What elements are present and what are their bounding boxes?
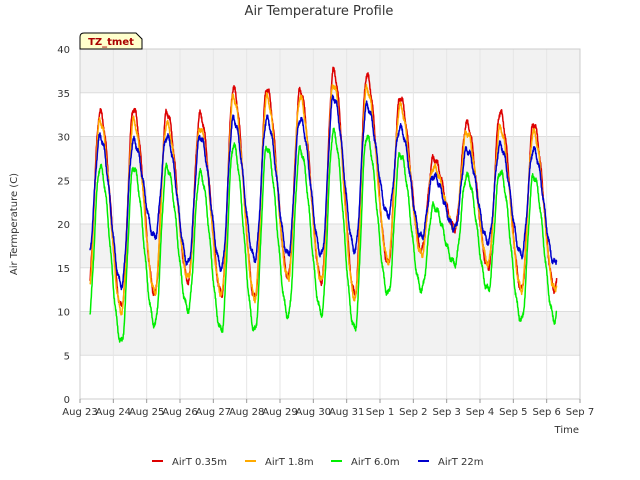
y-axis-label: Air Termperature (C) bbox=[9, 173, 20, 275]
x-tick-label: Sep 7 bbox=[566, 407, 594, 418]
series-line bbox=[89, 83, 558, 316]
y-tick-label: 40 bbox=[57, 45, 70, 56]
legend-label: AirT 1.8m bbox=[265, 457, 314, 468]
plot-band bbox=[80, 49, 580, 93]
y-tick-label: 0 bbox=[64, 395, 70, 406]
legend-label: AirT 6.0m bbox=[351, 457, 400, 468]
y-tick-label: 5 bbox=[64, 351, 70, 362]
x-axis-label: Time bbox=[554, 425, 579, 436]
y-tick-label: 15 bbox=[57, 264, 70, 275]
y-tick-label: 30 bbox=[57, 133, 70, 144]
plot-band bbox=[80, 224, 580, 268]
x-tick-label: Sep 5 bbox=[499, 407, 527, 418]
x-tick-label: Sep 6 bbox=[532, 407, 560, 418]
series-line bbox=[89, 94, 558, 291]
legend-label: AirT 0.35m bbox=[172, 457, 227, 468]
x-tick-label: Sep 2 bbox=[399, 407, 427, 418]
x-tick-label: Aug 23 bbox=[62, 407, 97, 418]
y-axis-ticks: 0 5 10 15 20 25 30 35 40 bbox=[57, 45, 70, 406]
y-tick-label: 20 bbox=[57, 220, 70, 231]
tz-badge-label: TZ_tmet bbox=[88, 37, 134, 48]
x-tick-label: Aug 27 bbox=[196, 407, 231, 418]
x-tick-label: Sep 4 bbox=[466, 407, 494, 418]
y-tick-label: 35 bbox=[57, 89, 70, 100]
plot-band bbox=[80, 311, 580, 356]
chart-title: Air Temperature Profile bbox=[245, 4, 394, 19]
x-tick-label: Sep 1 bbox=[366, 407, 394, 418]
x-tick-label: Aug 29 bbox=[262, 407, 297, 418]
y-tick-label: 10 bbox=[57, 308, 70, 319]
x-tick-label: Aug 26 bbox=[162, 407, 197, 418]
x-tick-label: Aug 30 bbox=[296, 407, 331, 418]
tz-badge-shape bbox=[79, 32, 143, 50]
series-lines bbox=[89, 66, 558, 343]
tz-badge: TZ_tmet bbox=[79, 32, 143, 50]
x-tick-label: Sep 3 bbox=[432, 407, 460, 418]
x-tick-label: Aug 31 bbox=[329, 407, 364, 418]
x-tick-label: Aug 25 bbox=[129, 407, 164, 418]
x-tick-label: Aug 28 bbox=[229, 407, 264, 418]
plot-frame bbox=[79, 48, 581, 400]
y-tick-label: 25 bbox=[57, 176, 70, 187]
series-line bbox=[89, 127, 558, 343]
x-tick-label: Aug 24 bbox=[96, 407, 131, 418]
legend-label: AirT 22m bbox=[438, 457, 483, 468]
legend: AirT 0.35m AirT 1.8m AirT 6.0m AirT 22m bbox=[152, 457, 483, 468]
